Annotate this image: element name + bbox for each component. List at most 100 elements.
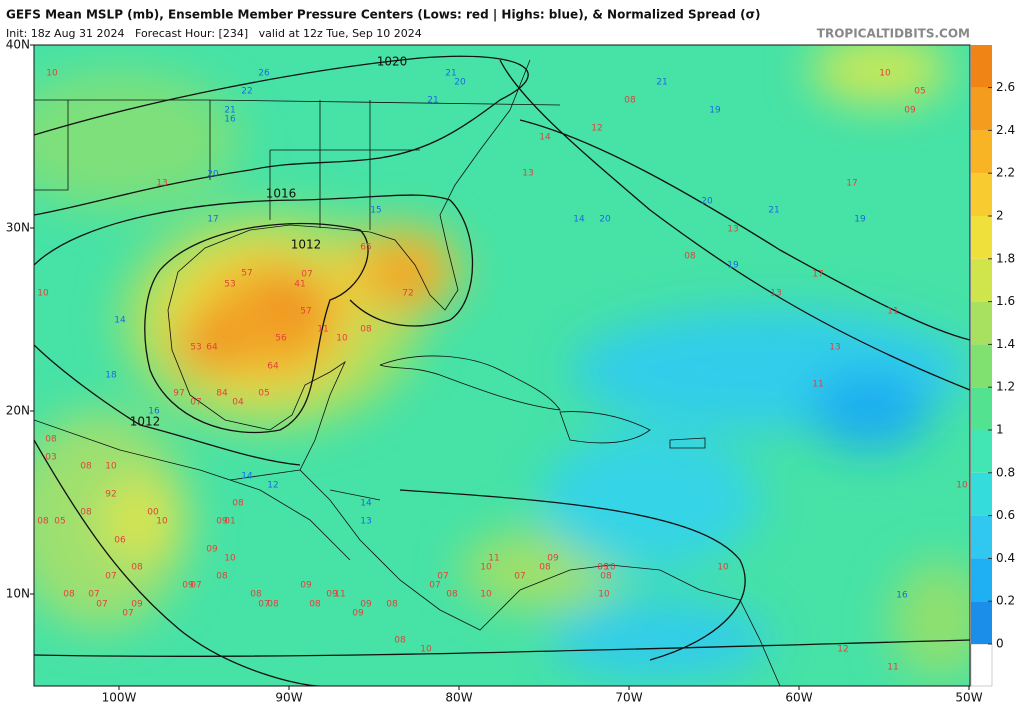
low-center: 07 xyxy=(301,270,312,280)
colorbar-label: 2.6 xyxy=(996,80,1015,94)
high-center: 21 xyxy=(427,96,438,106)
high-center: 13 xyxy=(360,517,371,527)
low-center: 41 xyxy=(294,280,305,290)
low-center: 07 xyxy=(122,609,133,619)
low-center: 07 xyxy=(88,590,99,600)
low-center: 05 xyxy=(54,517,65,527)
colorbar-band xyxy=(971,258,992,302)
low-center: 05 xyxy=(258,389,269,399)
low-center: 84 xyxy=(216,389,228,399)
low-center: 08 xyxy=(684,252,696,262)
lon-label: 100W xyxy=(102,691,137,705)
colorbar-label: 0.4 xyxy=(996,551,1015,565)
low-center: 08 xyxy=(250,590,262,600)
low-center: 01 xyxy=(224,517,235,527)
high-center: 21 xyxy=(445,69,456,79)
low-center: 04 xyxy=(232,398,244,408)
low-center: 07 xyxy=(437,572,448,582)
low-center: 10 xyxy=(156,517,168,527)
high-center: 20 xyxy=(599,215,611,225)
lon-label: 50W xyxy=(955,691,982,705)
low-center: 08 xyxy=(394,636,406,646)
low-center: 09 xyxy=(206,545,218,555)
colorbar-band xyxy=(971,87,992,131)
low-center: 09 xyxy=(597,563,609,573)
colorbar-band xyxy=(971,387,992,430)
low-center: 08 xyxy=(360,325,372,335)
colorbar-label: 0.8 xyxy=(996,465,1015,479)
low-center: 10 xyxy=(46,69,58,79)
colorbar-label: 1.4 xyxy=(996,337,1015,351)
high-center: 17 xyxy=(207,215,218,225)
low-center: 09 xyxy=(360,600,372,610)
low-center: 13 xyxy=(770,289,781,299)
low-center: 08 xyxy=(216,572,228,582)
low-center: 10 xyxy=(480,590,492,600)
low-center: 57 xyxy=(300,307,311,317)
low-center: 10 xyxy=(717,563,729,573)
low-center: 97 xyxy=(173,389,184,399)
low-center: 07 xyxy=(429,581,440,591)
low-center: 12 xyxy=(837,645,848,655)
low-center: 00 xyxy=(147,508,159,518)
high-center: 16 xyxy=(148,407,160,417)
low-center: 08 xyxy=(80,508,92,518)
low-center: 10 xyxy=(336,334,348,344)
lon-label: 80W xyxy=(445,691,472,705)
low-center: 09 xyxy=(300,581,312,591)
colorbar-label: 1.2 xyxy=(996,380,1015,394)
brand: TROPICALTIDBITS.COM xyxy=(817,27,970,41)
high-center: 12 xyxy=(267,481,278,491)
low-center: 10 xyxy=(224,554,236,564)
colorbar-label: 1.6 xyxy=(996,294,1015,308)
high-center: 16 xyxy=(896,591,908,601)
low-center: 08 xyxy=(386,600,398,610)
colorbar-band xyxy=(971,515,992,559)
isobar-label: 1012 xyxy=(291,238,322,252)
low-center: 07 xyxy=(96,600,107,610)
low-center: 14 xyxy=(539,133,551,143)
map-frame xyxy=(33,44,971,687)
colorbar-label: 0.6 xyxy=(996,508,1015,522)
high-center: 14 xyxy=(573,215,585,225)
low-center: 53 xyxy=(190,343,201,353)
low-center: 56 xyxy=(275,334,287,344)
colorbar-band xyxy=(971,173,992,216)
low-center: 08 xyxy=(309,600,321,610)
colorbar-label: 0 xyxy=(996,637,1004,651)
low-center: 11 xyxy=(334,590,345,600)
low-center: 10 xyxy=(604,563,616,573)
low-center: 08 xyxy=(37,517,49,527)
low-center: 64 xyxy=(206,343,218,353)
low-center: 11 xyxy=(887,663,898,673)
coastlines xyxy=(34,59,781,686)
low-center: 10 xyxy=(105,462,117,472)
high-center: 22 xyxy=(241,87,252,97)
high-center: 20 xyxy=(454,78,466,88)
lat-label: 10N xyxy=(6,587,30,601)
low-center: 09 xyxy=(352,609,364,619)
title: GEFS Mean MSLP (mb), Ensemble Member Pre… xyxy=(6,8,760,22)
low-center: 08 xyxy=(446,590,458,600)
low-center: 65 xyxy=(360,243,371,253)
colorbar-band xyxy=(971,472,992,516)
low-center: 08 xyxy=(624,96,636,106)
colorbar-label: 1.8 xyxy=(996,251,1015,265)
colorbar-band xyxy=(971,301,992,345)
colorbar-band xyxy=(971,558,992,602)
high-center: 14 xyxy=(114,316,126,326)
colorbar-label: 2.2 xyxy=(996,166,1015,180)
low-center: 09 xyxy=(547,554,559,564)
colorbar-label: 2 xyxy=(996,209,1004,223)
colorbar-band xyxy=(971,601,992,644)
colorbar-band xyxy=(971,130,992,174)
isobars xyxy=(34,55,970,686)
colorbar-label: 0.2 xyxy=(996,594,1015,608)
low-center: 12 xyxy=(591,124,602,134)
low-center: 09 xyxy=(904,106,916,116)
colorbar-band xyxy=(971,216,992,259)
colorbar-label: 2.4 xyxy=(996,123,1015,137)
colorbar-bottom xyxy=(970,643,993,687)
